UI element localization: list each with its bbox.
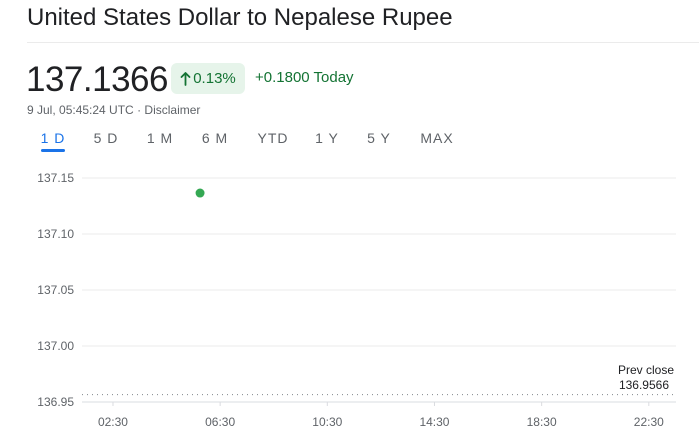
meta-separator: · bbox=[133, 103, 145, 117]
active-tab-indicator bbox=[41, 149, 65, 152]
percent-change-value: 0.13% bbox=[193, 70, 236, 87]
x-tick-label: 22:30 bbox=[634, 415, 664, 429]
arrow-up-icon bbox=[180, 71, 191, 86]
x-tick-label: 14:30 bbox=[419, 415, 449, 429]
tab-1m[interactable]: 1 M bbox=[146, 130, 174, 146]
current-price: 137.1366 bbox=[26, 60, 168, 99]
x-tick-label: 02:30 bbox=[98, 415, 128, 429]
quote-meta: 9 Jul, 05:45:24 UTC · Disclaimer bbox=[27, 103, 200, 117]
tab-6m[interactable]: 6 M bbox=[201, 130, 229, 146]
y-tick-label: 137.10 bbox=[37, 227, 74, 241]
tab-5y[interactable]: 5 Y bbox=[367, 130, 391, 146]
title-divider bbox=[27, 42, 699, 43]
y-tick-label: 137.00 bbox=[37, 339, 74, 353]
tab-max[interactable]: MAX bbox=[420, 130, 454, 146]
tab-5d[interactable]: 5 D bbox=[93, 130, 119, 146]
tab-1y[interactable]: 1 Y bbox=[315, 130, 339, 146]
y-tick-label: 137.15 bbox=[37, 171, 74, 185]
page-title: United States Dollar to Nepalese Rupee bbox=[27, 4, 453, 31]
prev-close-label: Prev close bbox=[618, 363, 674, 377]
timestamp: 9 Jul, 05:45:24 UTC bbox=[27, 103, 134, 117]
change-today: +0.1800 Today bbox=[255, 69, 354, 86]
data-point[interactable] bbox=[195, 188, 205, 198]
tab-ytd[interactable]: YTD bbox=[257, 130, 289, 146]
y-tick-label: 136.95 bbox=[37, 395, 74, 409]
price-chart[interactable]: 137.15 137.10 137.05 137.00 136.95 Prev close… bbox=[0, 160, 699, 443]
x-tick-label: 06:30 bbox=[205, 415, 235, 429]
x-tick-label: 18:30 bbox=[527, 415, 557, 429]
y-tick-label: 137.05 bbox=[37, 283, 74, 297]
percent-change-badge: 0.13% bbox=[171, 63, 245, 94]
tab-1d[interactable]: 1 D bbox=[40, 130, 66, 146]
prev-close-value: 136.9566 bbox=[619, 378, 669, 392]
x-tick-label: 10:30 bbox=[312, 415, 342, 429]
disclaimer-link[interactable]: Disclaimer bbox=[144, 103, 201, 117]
